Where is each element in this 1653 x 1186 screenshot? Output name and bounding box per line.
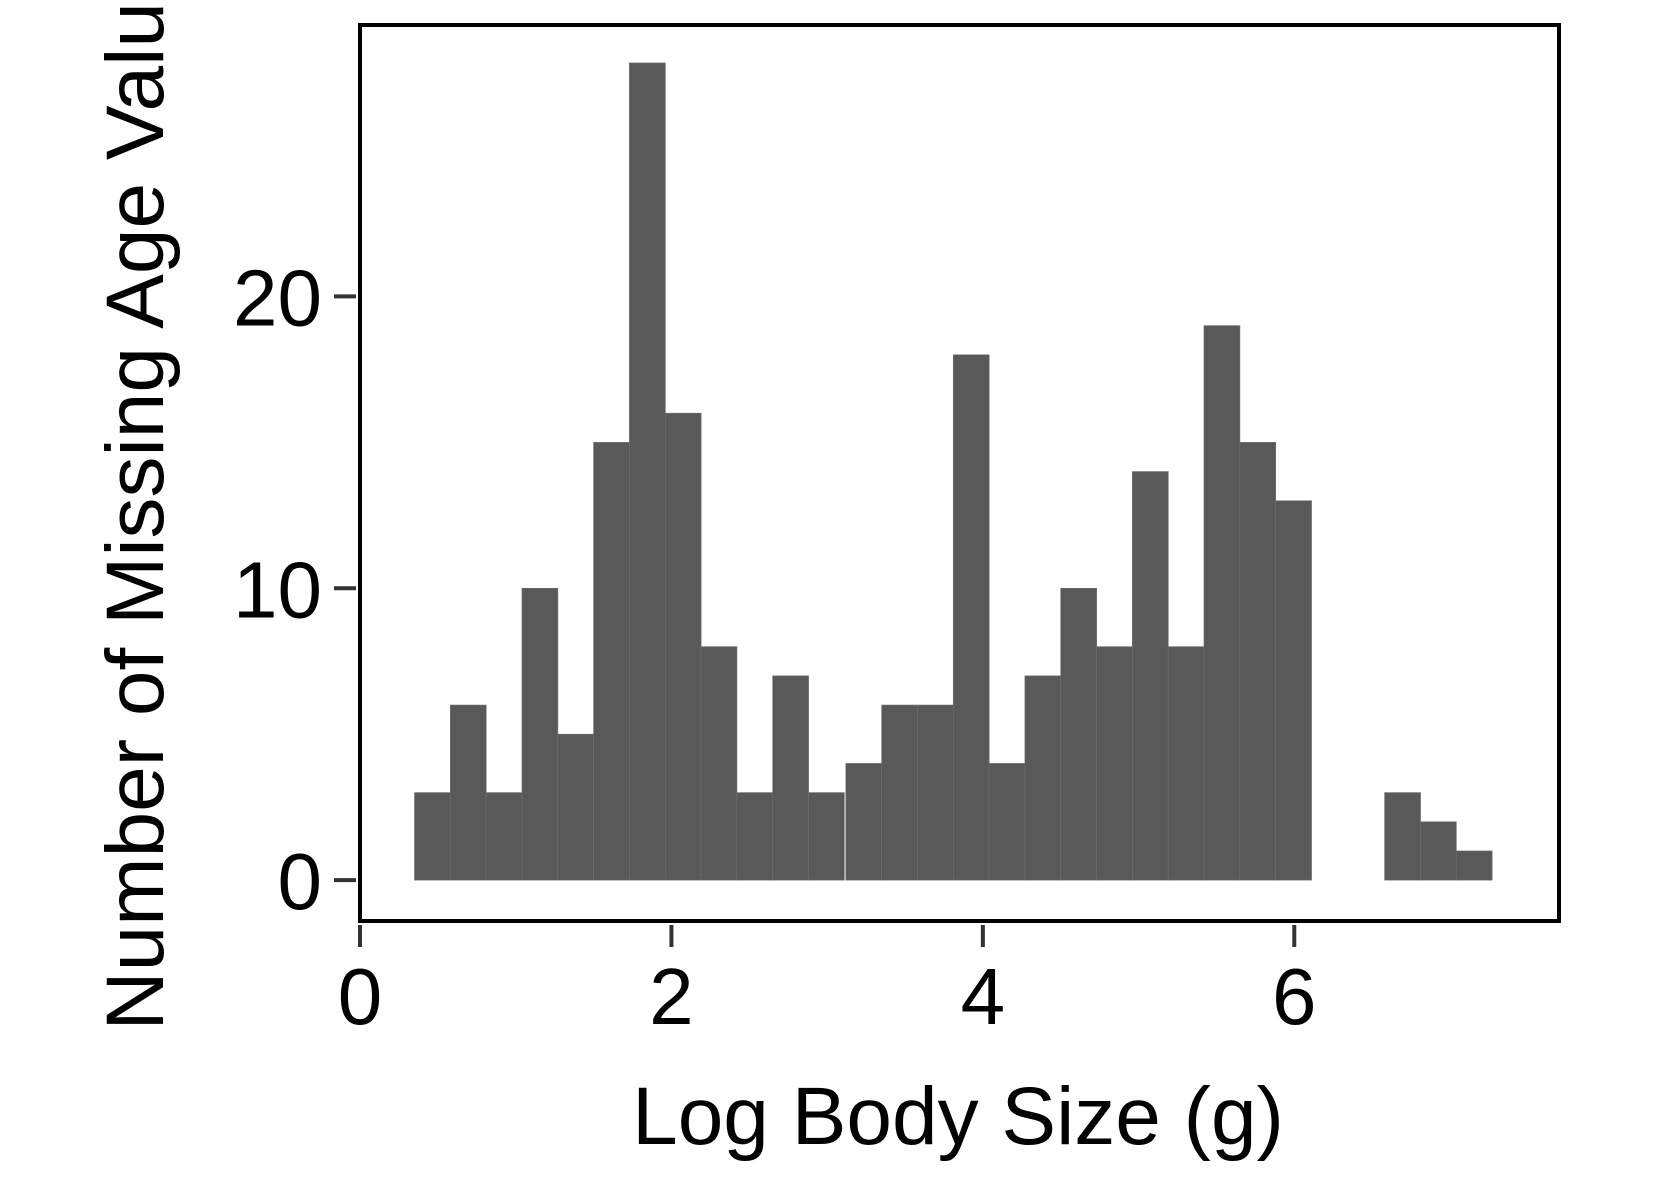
- bars-layer: [414, 62, 1493, 881]
- histogram-bar-28: [1420, 821, 1457, 881]
- histogram-bar-1: [450, 704, 487, 881]
- x-axis: 0 2 4 6: [338, 925, 1317, 1041]
- histogram-bar-8: [700, 646, 738, 881]
- histogram-bar-13: [881, 704, 918, 881]
- histogram-bar-16: [988, 763, 1026, 881]
- histogram-bar-10: [772, 675, 809, 881]
- histogram-bar-24: [1275, 500, 1312, 881]
- histogram-bar-17: [1024, 675, 1062, 881]
- x-tick-label: 0: [338, 952, 383, 1041]
- histogram-bar-2: [485, 792, 523, 881]
- y-tick-label: 20: [233, 253, 322, 342]
- histogram-bar-3: [521, 587, 559, 881]
- histogram-bar-21: [1167, 646, 1205, 881]
- histogram-bar-6: [629, 62, 666, 881]
- histogram-bar-12: [845, 763, 883, 881]
- plot-frame: [358, 23, 1561, 923]
- histogram-bar-11: [808, 792, 845, 881]
- histogram-bar-15: [952, 354, 990, 881]
- histogram-bar-0: [414, 792, 451, 881]
- y-tick-label: 0: [278, 837, 323, 926]
- histogram-bar-23: [1239, 442, 1277, 881]
- histogram-bar-29: [1455, 850, 1493, 881]
- histogram-bar-20: [1132, 471, 1169, 881]
- x-axis-title: Log Body Size (g): [632, 1071, 1284, 1162]
- histogram-bar-27: [1384, 792, 1421, 881]
- histogram-bar-18: [1060, 587, 1097, 881]
- histogram-bar-7: [664, 412, 702, 881]
- y-axis: 0 10 20: [233, 253, 356, 926]
- histogram-bar-4: [557, 733, 594, 881]
- y-tick-label: 10: [233, 545, 322, 634]
- histogram-bar-9: [736, 792, 774, 881]
- histogram-bar-14: [917, 704, 954, 881]
- x-tick-label: 4: [961, 952, 1006, 1041]
- x-tick-label: 6: [1272, 952, 1317, 1041]
- x-tick-label: 2: [649, 952, 694, 1041]
- histogram-bar-19: [1096, 646, 1133, 881]
- y-axis-title: Number of Missing Age Values: [90, 0, 181, 1031]
- histogram-bar-22: [1203, 325, 1241, 881]
- histogram-bar-5: [593, 442, 630, 881]
